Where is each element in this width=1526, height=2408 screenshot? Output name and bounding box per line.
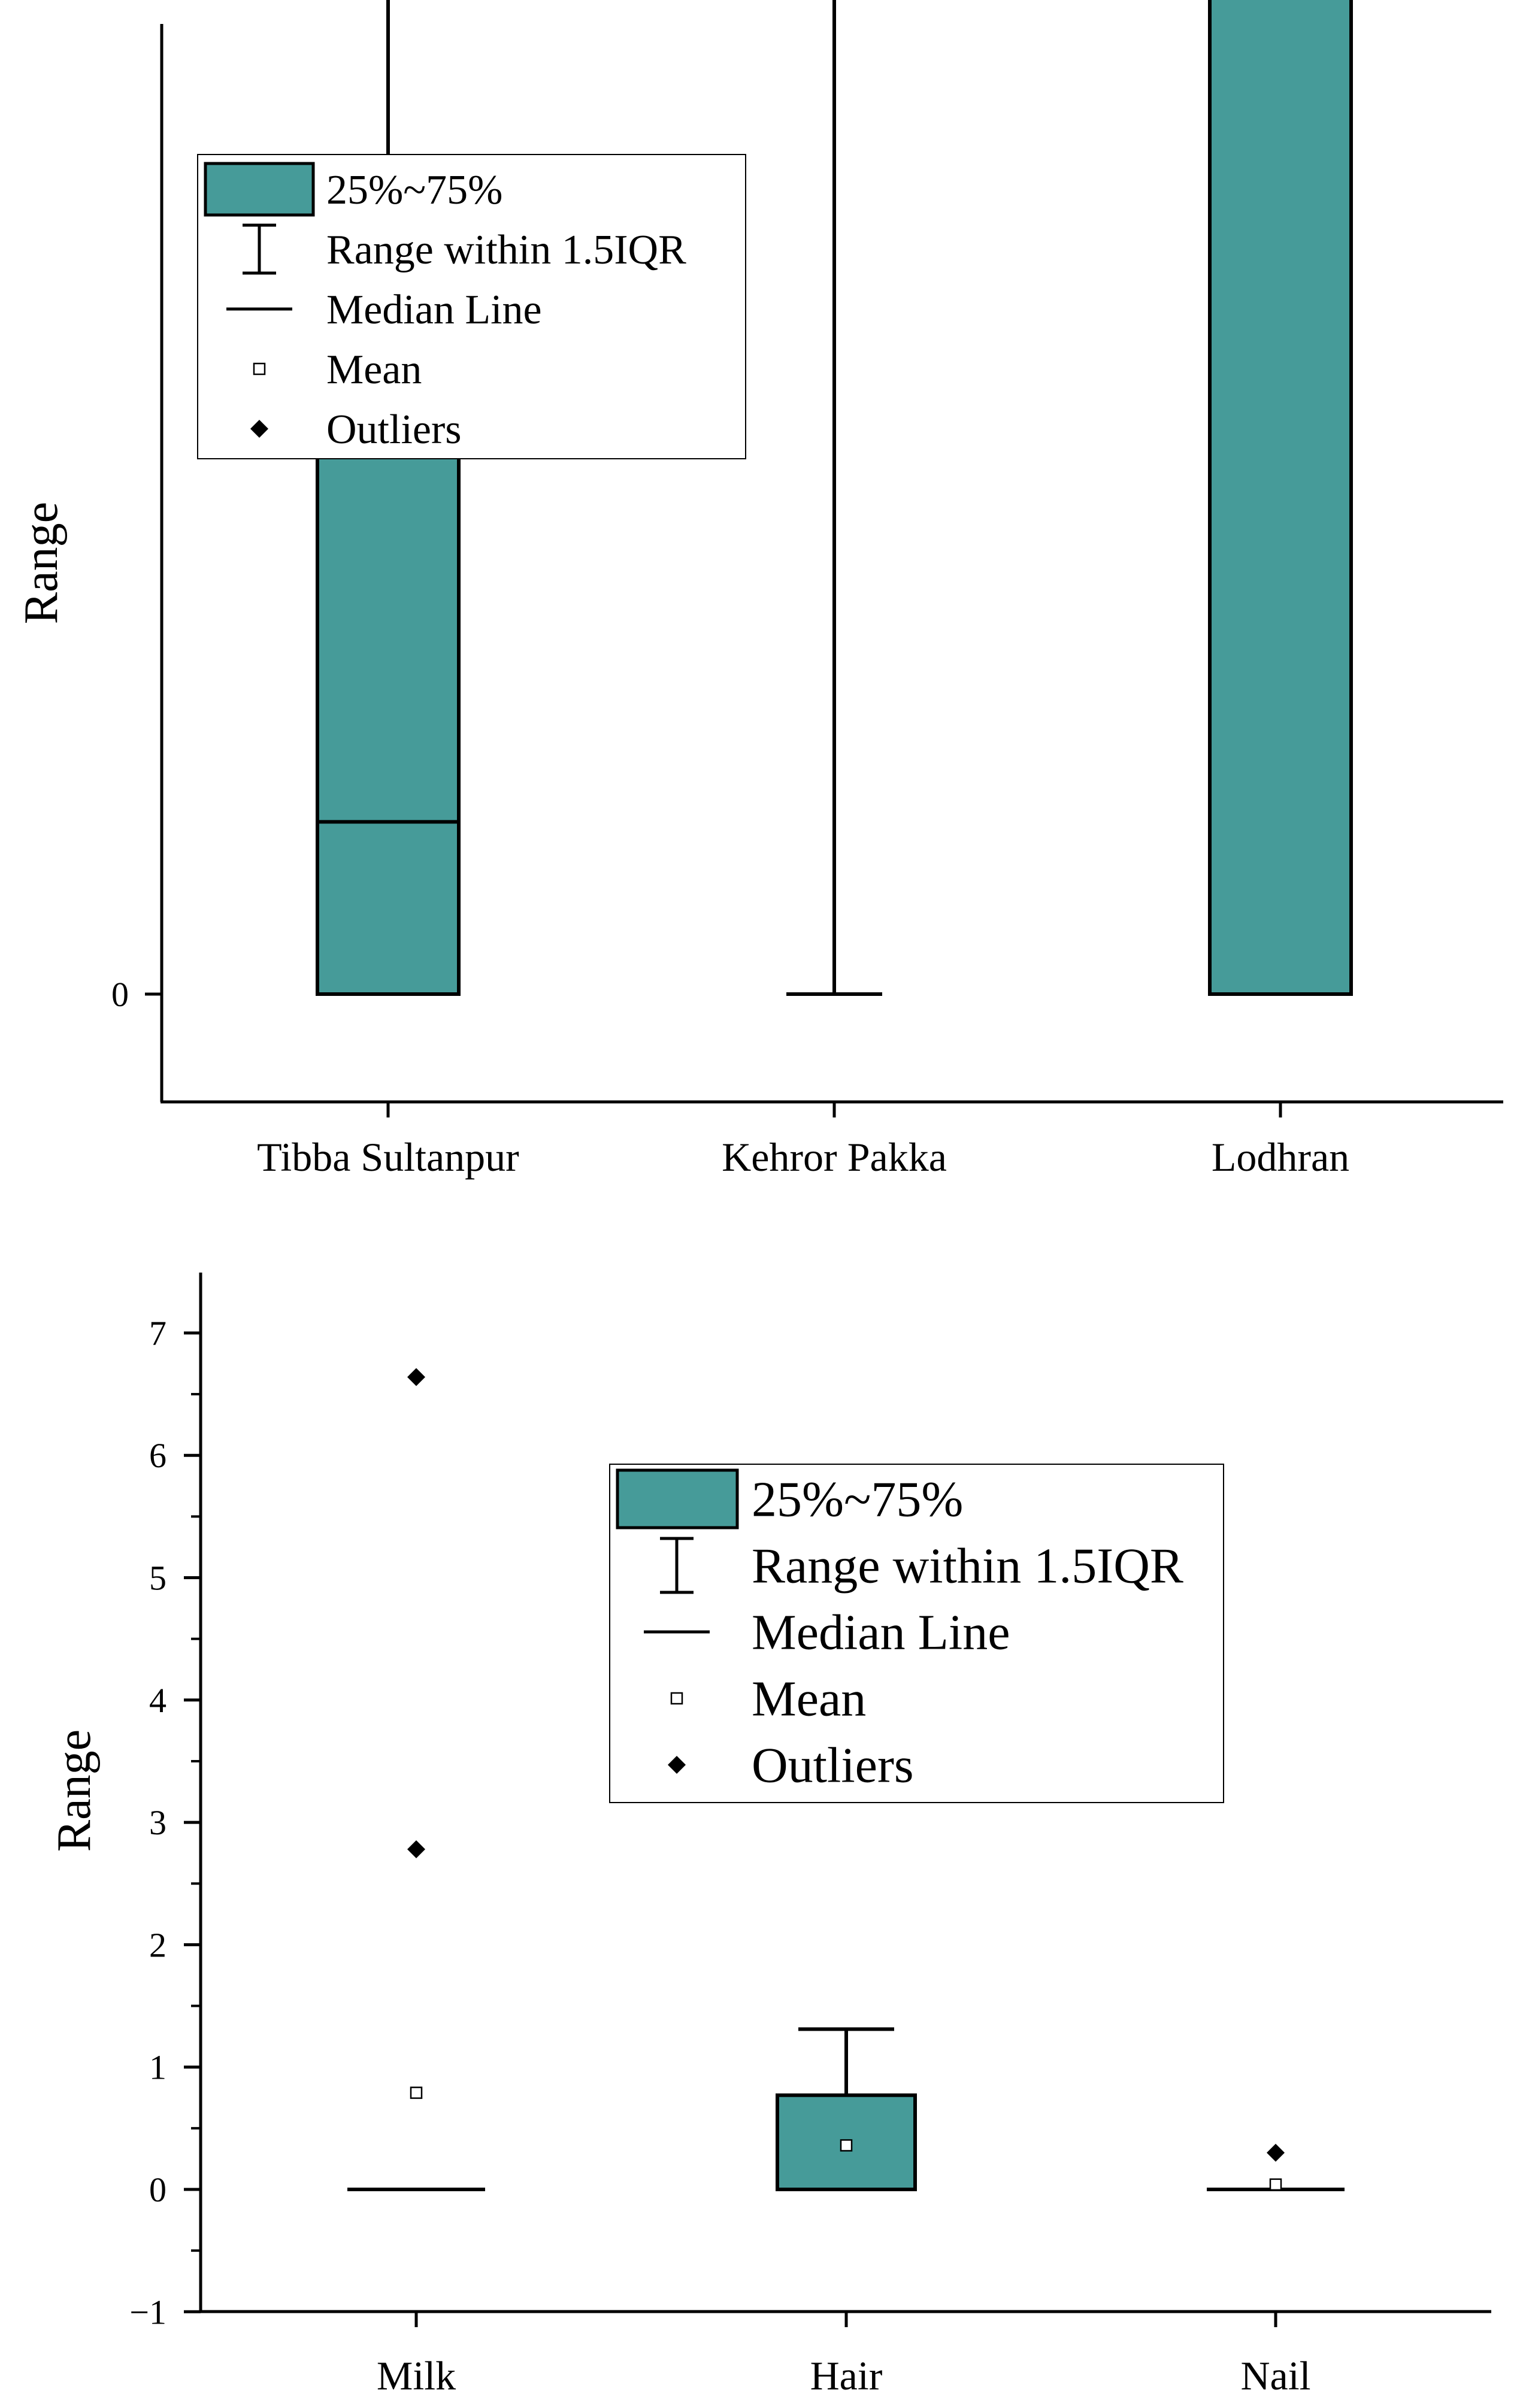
legend-mean-symbol: [670, 1692, 683, 1705]
outlier-marker: [407, 1368, 425, 1386]
legend-entry-label: 25%~75%: [752, 1472, 963, 1528]
x-category-label: Milk: [377, 2353, 456, 2398]
mean-marker: [1269, 2178, 1282, 2191]
y-tick-label: 0: [111, 975, 129, 1014]
x-category-label: Lodhran: [1212, 1134, 1349, 1180]
y-tick-label: 5: [149, 1559, 166, 1598]
legend-entry-label: Range within 1.5IQR: [752, 1538, 1183, 1594]
box-group: [1207, 2143, 1345, 2191]
box-group: [786, 0, 882, 996]
legend-box-swatch: [616, 1468, 739, 1529]
legend-box-swatch: [204, 162, 315, 217]
y-axis-title: Range: [48, 1729, 101, 1852]
legend-entry-label: Median Line: [326, 287, 542, 333]
y-tick-label: 4: [149, 1681, 166, 1720]
box-group: [1208, 0, 1353, 996]
mean-marker: [410, 2086, 423, 2099]
chart-bottom-boxplot: −1 0 1 2 3 4 5 6 7 Range Milk Hair Nail 25%~75% Range …: [48, 1273, 1491, 2398]
legend-entry-label: Range within 1.5IQR: [326, 227, 686, 273]
outlier-marker: [1267, 2143, 1285, 2162]
x-category-label: Hair: [810, 2353, 883, 2398]
x-category-label: Nail: [1240, 2353, 1310, 2398]
legend: 25%~75% Range within 1.5IQR Median Line Mea…: [197, 154, 746, 459]
outlier-marker: [407, 1840, 425, 1859]
y-tick-label: 7: [149, 1314, 166, 1353]
box-group: [347, 1368, 485, 2191]
y-axis-title: Range: [15, 502, 68, 624]
legend-outlier-symbol: [250, 420, 268, 438]
iqr-box: [1208, 0, 1353, 996]
y-tick-label: 2: [149, 1925, 166, 1964]
legend-entry-label: Outliers: [752, 1738, 914, 1794]
x-category-label: Kehror Pakka: [722, 1134, 947, 1180]
y-tick-label: 3: [149, 1803, 166, 1842]
y-tick-label: 1: [149, 2048, 166, 2087]
legend-entry-label: Mean: [326, 347, 422, 393]
legend: 25%~75% Range within 1.5IQR Median Line Mea…: [609, 1464, 1224, 1803]
y-tick-label: 0: [149, 2170, 166, 2209]
x-category-label: Tibba Sultanpur: [257, 1134, 519, 1180]
legend-entry-label: Outliers: [326, 407, 462, 453]
legend-entry-label: Mean: [752, 1671, 866, 1727]
mean-marker: [840, 2139, 853, 2152]
box-group: [776, 2027, 917, 2191]
y-tick-label: −1: [129, 2292, 166, 2331]
legend-mean-symbol: [253, 362, 266, 375]
legend-entry-label: Median Line: [752, 1605, 1010, 1661]
legend-entry-label: 25%~75%: [326, 167, 503, 213]
legend-outlier-symbol: [668, 1756, 686, 1774]
y-tick-label: 6: [149, 1436, 166, 1475]
